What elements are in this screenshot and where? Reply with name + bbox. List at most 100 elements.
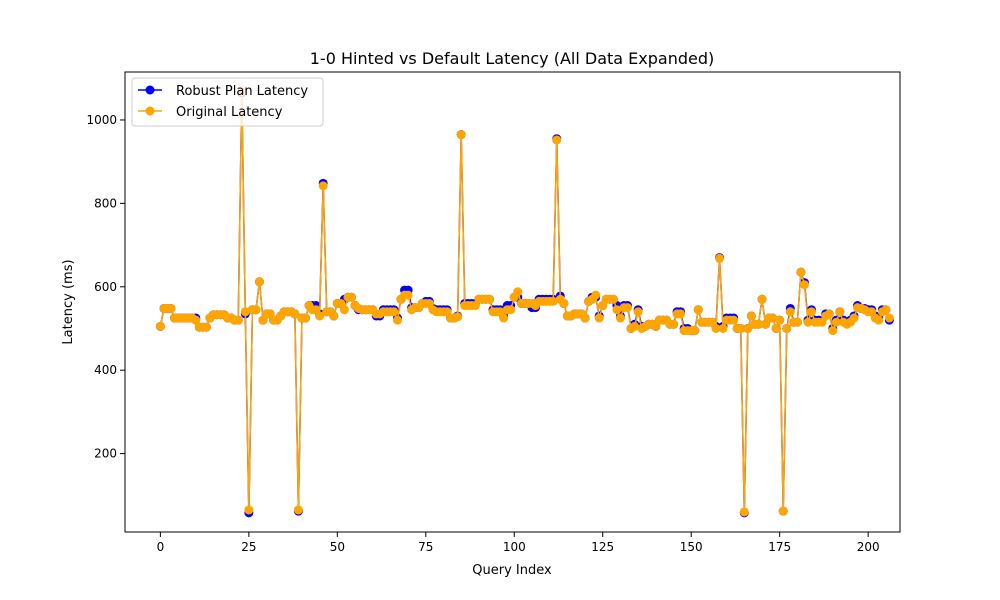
legend-label: Robust Plan Latency: [176, 84, 308, 99]
legend-box: [131, 77, 324, 127]
data-point: [831, 317, 841, 327]
data-point: [718, 323, 728, 333]
data-point: [849, 313, 859, 323]
data-point: [782, 323, 792, 333]
data-point: [300, 313, 310, 323]
data-point: [729, 315, 739, 325]
data-point: [233, 315, 243, 325]
data-point: [591, 290, 601, 300]
data-point: [690, 326, 700, 336]
x-tick-label: 75: [418, 540, 433, 554]
data-point: [693, 305, 703, 315]
data-point: [633, 307, 643, 317]
y-tick-label: 800: [94, 196, 117, 210]
data-point: [254, 277, 264, 287]
data-point: [506, 305, 516, 315]
legend-item: Robust Plan Latency: [138, 84, 308, 99]
data-point: [456, 130, 466, 140]
data-point: [796, 267, 806, 277]
data-point: [155, 321, 165, 331]
data-point: [403, 290, 413, 300]
data-point: [828, 326, 838, 336]
data-point: [835, 307, 845, 317]
data-point: [785, 307, 795, 317]
data-point: [739, 507, 749, 517]
data-point: [499, 313, 509, 323]
x-axis: 0 25 50 75 100 125 150 175 200: [157, 532, 880, 554]
data-point: [559, 298, 569, 308]
x-tick-label: 175: [768, 540, 791, 554]
data-point: [807, 307, 817, 317]
data-point: [240, 307, 250, 317]
data-point: [453, 312, 463, 322]
data-point: [753, 319, 763, 329]
data-point: [824, 309, 834, 319]
data-point: [884, 313, 894, 323]
data-point: [630, 321, 640, 331]
legend-marker: [145, 85, 155, 95]
data-point: [799, 280, 809, 290]
data-point: [548, 296, 558, 306]
data-point: [392, 315, 402, 325]
data-point: [329, 311, 339, 321]
x-tick-label: 50: [330, 540, 345, 554]
data-point: [746, 311, 756, 321]
data-point: [389, 307, 399, 317]
y-axis: 200 400 600 800 1000: [86, 113, 125, 461]
data-point: [736, 323, 746, 333]
legend: Robust Plan Latency Original Latency: [131, 77, 324, 127]
axes-frame: [124, 71, 901, 533]
series-original-latency: [155, 87, 894, 517]
data-point: [513, 287, 523, 297]
data-point: [339, 305, 349, 315]
data-point: [743, 323, 753, 333]
data-point: [594, 313, 604, 323]
data-point: [771, 323, 781, 333]
x-tick-label: 125: [591, 540, 614, 554]
chart-title: 1-0 Hinted vs Default Latency (All Data …: [310, 49, 715, 68]
data-point: [251, 305, 261, 315]
data-point: [803, 317, 813, 327]
y-tick-label: 600: [94, 280, 117, 294]
data-point: [201, 322, 211, 332]
data-point: [612, 305, 622, 315]
x-tick-label: 200: [857, 540, 880, 554]
data-point: [778, 506, 788, 516]
data-point: [552, 135, 562, 145]
plot-area: [155, 87, 894, 518]
data-point: [346, 292, 356, 302]
data-point: [615, 313, 625, 323]
data-point: [293, 505, 303, 515]
legend-marker: [145, 106, 155, 116]
data-point: [623, 303, 633, 313]
data-point: [191, 315, 201, 325]
data-point: [881, 305, 891, 315]
data-point: [315, 311, 325, 321]
data-point: [669, 319, 679, 329]
y-tick-label: 200: [94, 447, 117, 461]
data-point: [290, 309, 300, 319]
data-point: [768, 313, 778, 323]
legend-item: Original Latency: [138, 105, 283, 120]
data-point: [485, 294, 494, 304]
y-tick-label: 400: [94, 363, 117, 377]
x-axis-label: Query Index: [472, 563, 552, 578]
legend-label: Original Latency: [176, 105, 283, 120]
x-tick-label: 150: [680, 540, 703, 554]
data-point: [792, 317, 802, 327]
data-point: [715, 253, 725, 263]
data-point: [608, 294, 618, 304]
x-tick-label: 0: [157, 540, 165, 554]
data-point: [676, 309, 686, 319]
y-tick-label: 1000: [86, 113, 117, 127]
data-point: [318, 181, 328, 191]
x-tick-label: 100: [503, 540, 526, 554]
x-tick-label: 25: [241, 540, 256, 554]
data-point: [775, 315, 785, 325]
data-point: [244, 505, 254, 515]
data-point: [580, 313, 590, 323]
data-point: [874, 315, 884, 325]
data-point: [757, 294, 767, 304]
